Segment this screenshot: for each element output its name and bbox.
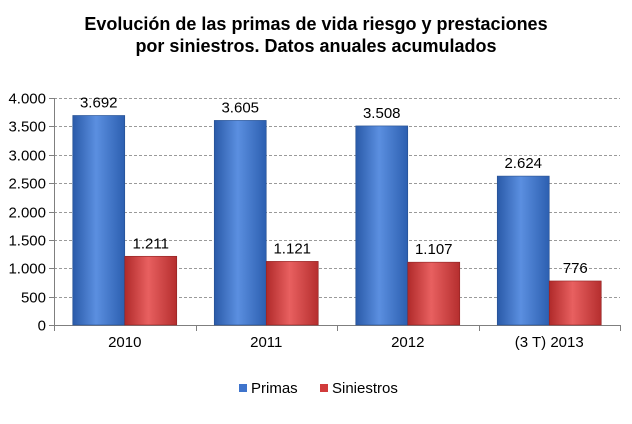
legend-label-primas: Primas	[251, 380, 298, 397]
y-axis: 0 500 1.000 1.500 2.000 2.500 3.000 3.500 4.000	[8, 91, 55, 335]
data-label-primas-1: 3.605	[221, 99, 259, 116]
y-tick-label: 3.000	[8, 148, 46, 165]
bar-primas-3	[496, 175, 550, 326]
bar-siniestros-1	[265, 261, 319, 326]
data-label-primas-3: 2.624	[504, 155, 542, 172]
legend-swatch-siniestros	[320, 384, 328, 392]
x-tick-label: (3 T) 2013	[515, 334, 584, 351]
data-label-siniestros-2: 1.107	[415, 241, 453, 258]
bar-siniestros-0	[124, 255, 178, 326]
data-label-primas-2: 3.508	[363, 105, 401, 122]
x-tick-label: 2012	[391, 334, 424, 351]
bar-siniestros-2	[407, 261, 461, 326]
legend-label-siniestros: Siniestros	[332, 380, 398, 397]
bar-siniestros-3	[548, 280, 602, 326]
y-tick-label: 1.000	[8, 261, 46, 278]
legend-swatch-primas	[239, 384, 247, 392]
data-label-siniestros-3: 776	[563, 260, 588, 277]
y-tick-label: 2.500	[8, 176, 46, 193]
y-tick-label: 2.000	[8, 205, 46, 222]
bars	[72, 115, 602, 326]
chart-title-line-2: por siniestros. Datos anuales acumulados	[135, 36, 496, 56]
chart-title: Evolución de las primas de vida riesgo y…	[84, 14, 547, 56]
data-labels: 3.692 3.605 3.508 2.624 1.211 1.121 1.107 776	[80, 94, 588, 276]
legend: Primas Siniestros	[239, 380, 398, 397]
data-label-siniestros-0: 1.211	[133, 235, 169, 252]
x-tick-label: 2010	[108, 334, 141, 351]
bar-primas-0	[72, 115, 126, 326]
y-tick-label: 3.500	[8, 119, 46, 136]
y-tick-label: 1.500	[8, 233, 46, 250]
y-tick-label: 0	[38, 318, 46, 335]
bar-primas-2	[355, 125, 409, 326]
data-label-primas-0: 3.692	[80, 94, 118, 111]
y-tick-label: 4.000	[8, 91, 46, 108]
chart-title-line-1: Evolución de las primas de vida riesgo y…	[84, 14, 547, 34]
bar-primas-1	[213, 120, 267, 326]
x-tick-label: 2011	[250, 334, 282, 351]
x-axis: 2010 2011 2012 (3 T) 2013	[54, 325, 621, 351]
y-tick-label: 500	[21, 290, 46, 307]
data-label-siniestros-1: 1.121	[273, 240, 311, 257]
